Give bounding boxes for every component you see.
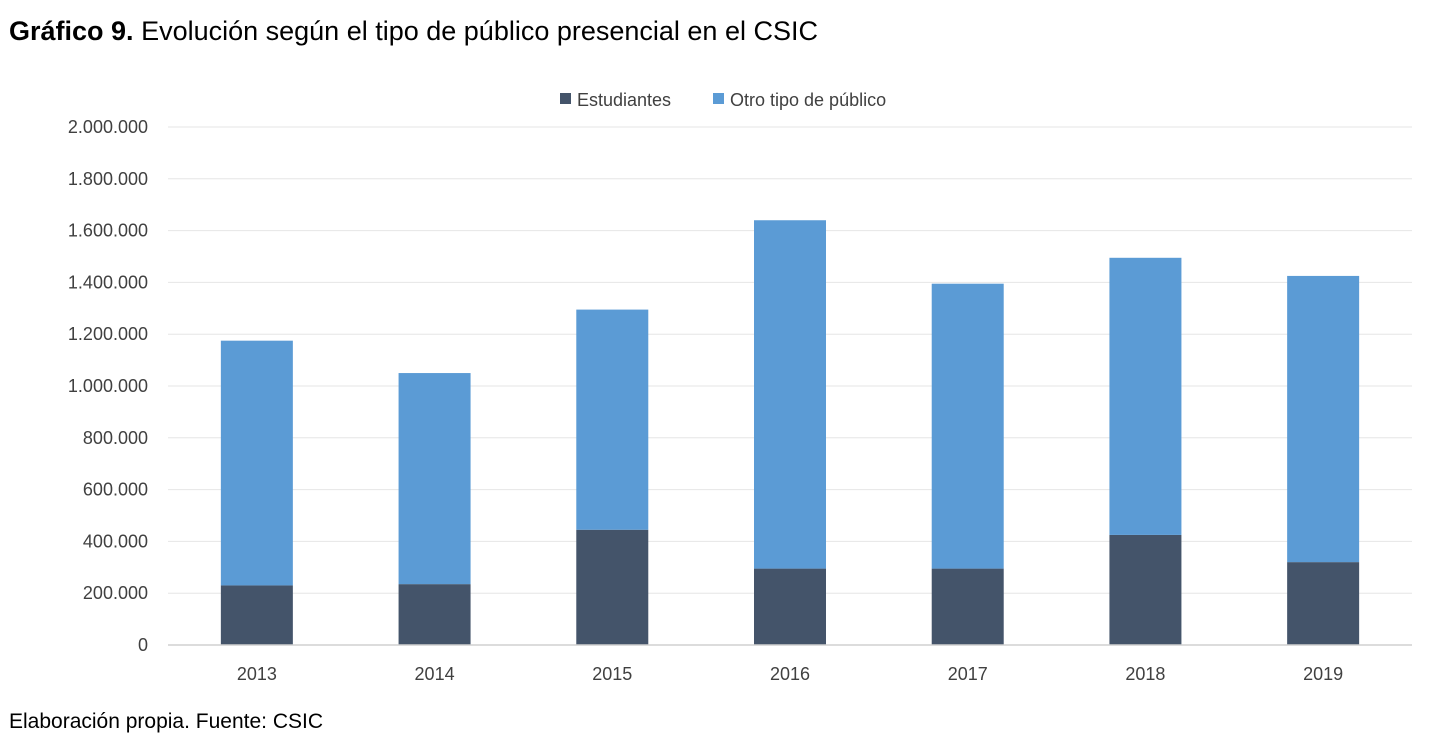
y-tick-label: 1.800.000 <box>68 169 148 189</box>
bar-otro-2013 <box>220 340 293 586</box>
x-tick-label: 2016 <box>770 664 810 684</box>
bar-estudiantes-2018 <box>1109 534 1182 645</box>
chart-title: Gráfico 9. Evolución según el tipo de pú… <box>9 14 818 48</box>
y-tick-label: 400.000 <box>83 531 148 551</box>
x-tick-label: 2014 <box>415 664 455 684</box>
y-tick-label: 2.000.000 <box>68 117 148 137</box>
bar-otro-2015 <box>576 309 649 530</box>
bar-estudiantes-2019 <box>1287 562 1360 645</box>
bar-otro-2017 <box>931 283 1004 569</box>
source-note: Elaboración propia. Fuente: CSIC <box>9 710 324 733</box>
bar-otro-2019 <box>1287 275 1360 563</box>
chart-title-text: Evolución según el tipo de público prese… <box>141 16 818 46</box>
y-axis-ticks: 0 200.000 400.000 600.000 800.000 1.000.000 1.… <box>68 117 148 655</box>
bar-estudiantes-2017 <box>931 568 1004 645</box>
bar-estudiantes-2014 <box>398 584 471 645</box>
chart-title-prefix: Gráfico 9. <box>9 16 134 46</box>
x-axis-ticks: 2013 2014 2015 2016 2017 2018 2019 <box>237 664 1343 684</box>
bars <box>220 220 1360 645</box>
y-tick-label: 0 <box>138 635 148 655</box>
bar-otro-2014 <box>398 373 471 585</box>
legend-swatch-otro <box>713 93 724 104</box>
stacked-bar-chart: 0 200.000 400.000 600.000 800.000 1.000.000 1.… <box>68 90 1412 684</box>
legend-swatch-estudiantes <box>560 93 571 104</box>
y-tick-label: 1.000.000 <box>68 376 148 396</box>
x-tick-label: 2013 <box>237 664 277 684</box>
x-tick-label: 2015 <box>592 664 632 684</box>
bar-estudiantes-2016 <box>754 568 826 645</box>
legend-label-otro: Otro tipo de público <box>730 90 886 110</box>
legend: Estudiantes Otro tipo de público <box>560 90 886 110</box>
x-tick-label: 2017 <box>948 664 988 684</box>
legend-label-estudiantes: Estudiantes <box>577 90 671 110</box>
y-tick-label: 1.400.000 <box>68 272 148 292</box>
y-tick-label: 1.600.000 <box>68 221 148 241</box>
y-tick-label: 200.000 <box>83 583 148 603</box>
bar-otro-2016 <box>754 220 826 569</box>
bar-estudiantes-2015 <box>576 529 649 645</box>
y-tick-label: 800.000 <box>83 428 148 448</box>
x-tick-label: 2018 <box>1125 664 1165 684</box>
y-tick-label: 600.000 <box>83 480 148 500</box>
bar-estudiantes-2013 <box>220 585 293 645</box>
bar-otro-2018 <box>1109 257 1182 535</box>
x-tick-label: 2019 <box>1303 664 1343 684</box>
y-tick-label: 1.200.000 <box>68 324 148 344</box>
